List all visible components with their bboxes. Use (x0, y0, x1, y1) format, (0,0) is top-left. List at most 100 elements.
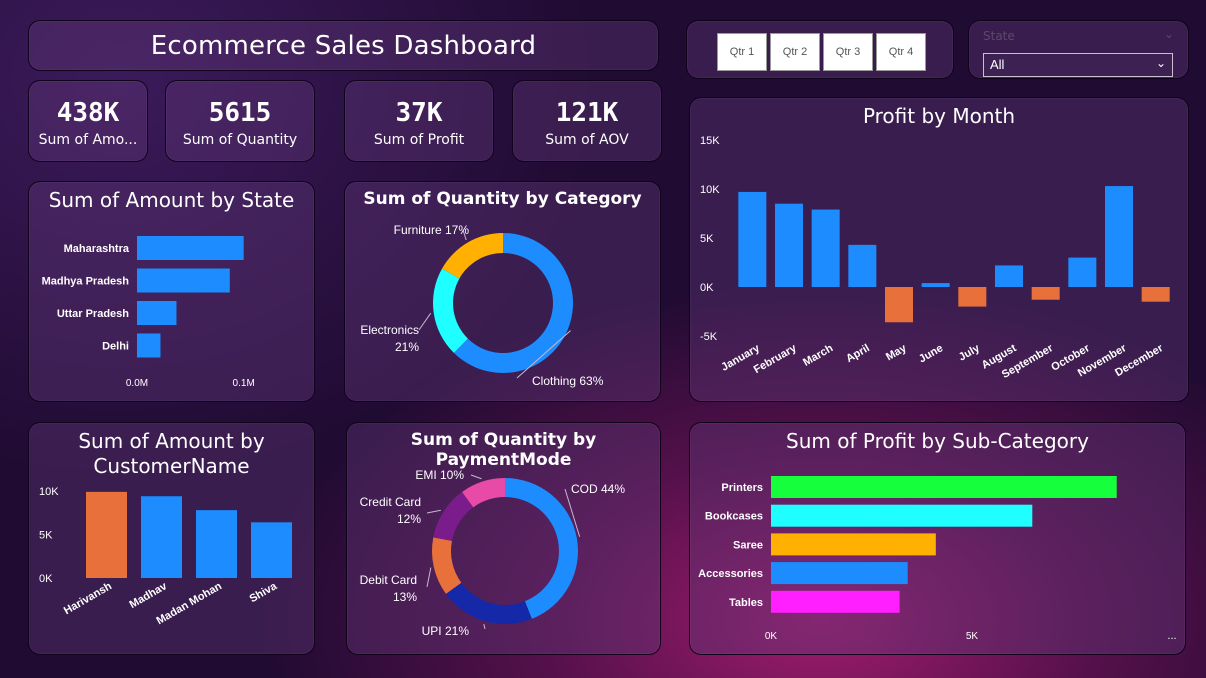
quarter-button-1[interactable]: Qtr 1 (717, 33, 767, 71)
donut-slice[interactable] (432, 537, 462, 594)
bar[interactable] (251, 522, 292, 578)
slice-label: Credit Card (360, 495, 421, 509)
category-label: Shiva (248, 580, 280, 606)
bar[interactable] (1141, 287, 1170, 302)
quarter-slicer: Qtr 1 Qtr 2 Qtr 3 Qtr 4 (686, 20, 954, 79)
bar[interactable] (885, 287, 913, 323)
x-tick-label: 5K (966, 631, 979, 642)
donut-slice[interactable] (453, 233, 573, 373)
slice-label: Furniture 17% (394, 223, 470, 237)
bar[interactable] (137, 301, 177, 325)
bar[interactable] (86, 491, 127, 578)
category-label: Madhya Pradesh (42, 276, 130, 288)
bar[interactable] (921, 283, 950, 287)
category-label: Printers (721, 482, 763, 494)
kpi-value: 37K (395, 98, 443, 128)
bar[interactable] (137, 268, 230, 293)
y-tick-label: -5K (700, 331, 718, 343)
donut-slice[interactable] (433, 491, 474, 541)
y-tick-label: 15K (700, 135, 720, 147)
x-tick-label: 0.1M (233, 378, 255, 389)
bar[interactable] (141, 496, 182, 578)
y-tick-label: 10K (700, 184, 720, 196)
dashboard-title: Ecommerce Sales Dashboard (150, 30, 537, 61)
bar[interactable] (995, 265, 1023, 287)
chevron-down-icon[interactable]: ⌄ (1163, 27, 1174, 41)
slice-label: COD 44% (571, 482, 625, 496)
quantity-by-paymentmode-plot: COD 44% UPI 21% Debit Card 13% Credit Card 12… (360, 468, 626, 638)
bar[interactable] (848, 244, 877, 287)
dashboard-title-card: Ecommerce Sales Dashboard (28, 20, 659, 71)
kpi-card-amount[interactable]: 438K Sum of Amo... (28, 80, 148, 162)
bar[interactable] (958, 287, 987, 307)
category-label: Saree (733, 539, 763, 551)
slice-label: 12% (397, 512, 421, 526)
quarter-button-2[interactable]: Qtr 2 (770, 33, 820, 71)
bar[interactable] (1105, 186, 1133, 287)
kpi-card-aov[interactable]: 121K Sum of AOV (512, 80, 662, 162)
chart-profit-by-month[interactable]: Profit by Month January February March Apri… (689, 97, 1189, 402)
more-indicator[interactable]: ... (1167, 630, 1176, 642)
y-tick-label: 5K (700, 233, 714, 245)
kpi-label: Sum of Profit (373, 132, 465, 148)
bar[interactable] (775, 203, 803, 287)
chart-profit-by-subcategory[interactable]: Sum of Profit by Sub-Category Printers Bo… (689, 422, 1186, 655)
chart-title-line: CustomerName (93, 454, 250, 478)
bar[interactable] (771, 590, 900, 613)
bar[interactable] (738, 191, 767, 287)
donut-slice[interactable] (445, 582, 532, 624)
y-tick-label: 0K (39, 573, 53, 585)
slice-label: 13% (393, 590, 417, 604)
x-tick-label: 0.0M (126, 378, 148, 389)
kpi-value: 5615 (208, 98, 272, 128)
chart-title: Sum of Amount by CustomerName (29, 429, 314, 479)
kpi-label: Sum of Amo... (38, 132, 138, 148)
bar[interactable] (771, 504, 1033, 527)
chart-quantity-by-paymentmode[interactable]: Sum of Quantity by PaymentMode COD 44% UP… (346, 422, 661, 655)
state-dropdown[interactable]: All ⌄ (983, 53, 1173, 77)
category-label: February (752, 342, 800, 376)
chart-amount-by-customer[interactable]: Sum of Amount by CustomerName Harivansh M… (28, 422, 315, 655)
slice-label: Debit Card (360, 573, 417, 587)
bar[interactable] (811, 209, 840, 287)
donut-slice[interactable] (442, 233, 503, 279)
kpi-card-profit[interactable]: 37K Sum of Profit (344, 80, 494, 162)
quantity-by-category-plot: Clothing 63% Electronics 21% Furniture 17% (360, 223, 603, 388)
chart-title: Sum of Amount by State (48, 188, 295, 212)
leader-line (418, 312, 432, 331)
donut-slice[interactable] (433, 268, 468, 353)
bar[interactable] (1068, 257, 1097, 287)
category-label: July (957, 342, 983, 364)
slice-label: UPI 21% (422, 624, 470, 638)
bar[interactable] (137, 236, 244, 260)
category-label: Bookcases (705, 511, 763, 523)
slice-label: EMI 10% (415, 468, 464, 482)
chart-quantity-by-category[interactable]: Sum of Quantity by Category Clothing 63%… (344, 181, 661, 402)
donut-slice[interactable] (505, 478, 578, 619)
y-tick-label: 5K (39, 530, 53, 542)
category-label: Harivansh (62, 580, 114, 617)
state-slicer-label: State (983, 29, 1015, 43)
donut-slice[interactable] (462, 478, 505, 508)
bar[interactable] (771, 562, 908, 585)
chart-title: Sum of Quantity by Category (363, 189, 642, 209)
kpi-card-quantity[interactable]: 5615 Sum of Quantity (165, 80, 315, 162)
quarter-button-3[interactable]: Qtr 3 (823, 33, 873, 71)
leader-line (516, 330, 571, 379)
bar[interactable] (771, 476, 1117, 498)
bar[interactable] (771, 533, 936, 556)
bar[interactable] (1031, 287, 1060, 300)
category-label: Maharashtra (64, 243, 130, 255)
state-slicer: State ⌄ All ⌄ (968, 20, 1189, 79)
bar[interactable] (137, 333, 161, 358)
y-tick-label: 0K (700, 282, 714, 294)
kpi-value: 438K (56, 98, 120, 128)
kpi-label: Sum of Quantity (182, 132, 298, 148)
slice-label: 21% (395, 340, 419, 354)
chart-amount-by-state[interactable]: Sum of Amount by State Maharashtra Madhya… (28, 181, 315, 402)
chart-title: Sum of Quantity by PaymentMode (410, 430, 597, 470)
chart-title-line: Sum of Amount by (78, 429, 265, 453)
bar[interactable] (196, 510, 237, 578)
quarter-button-4[interactable]: Qtr 4 (876, 33, 926, 71)
leader-line (564, 488, 581, 537)
